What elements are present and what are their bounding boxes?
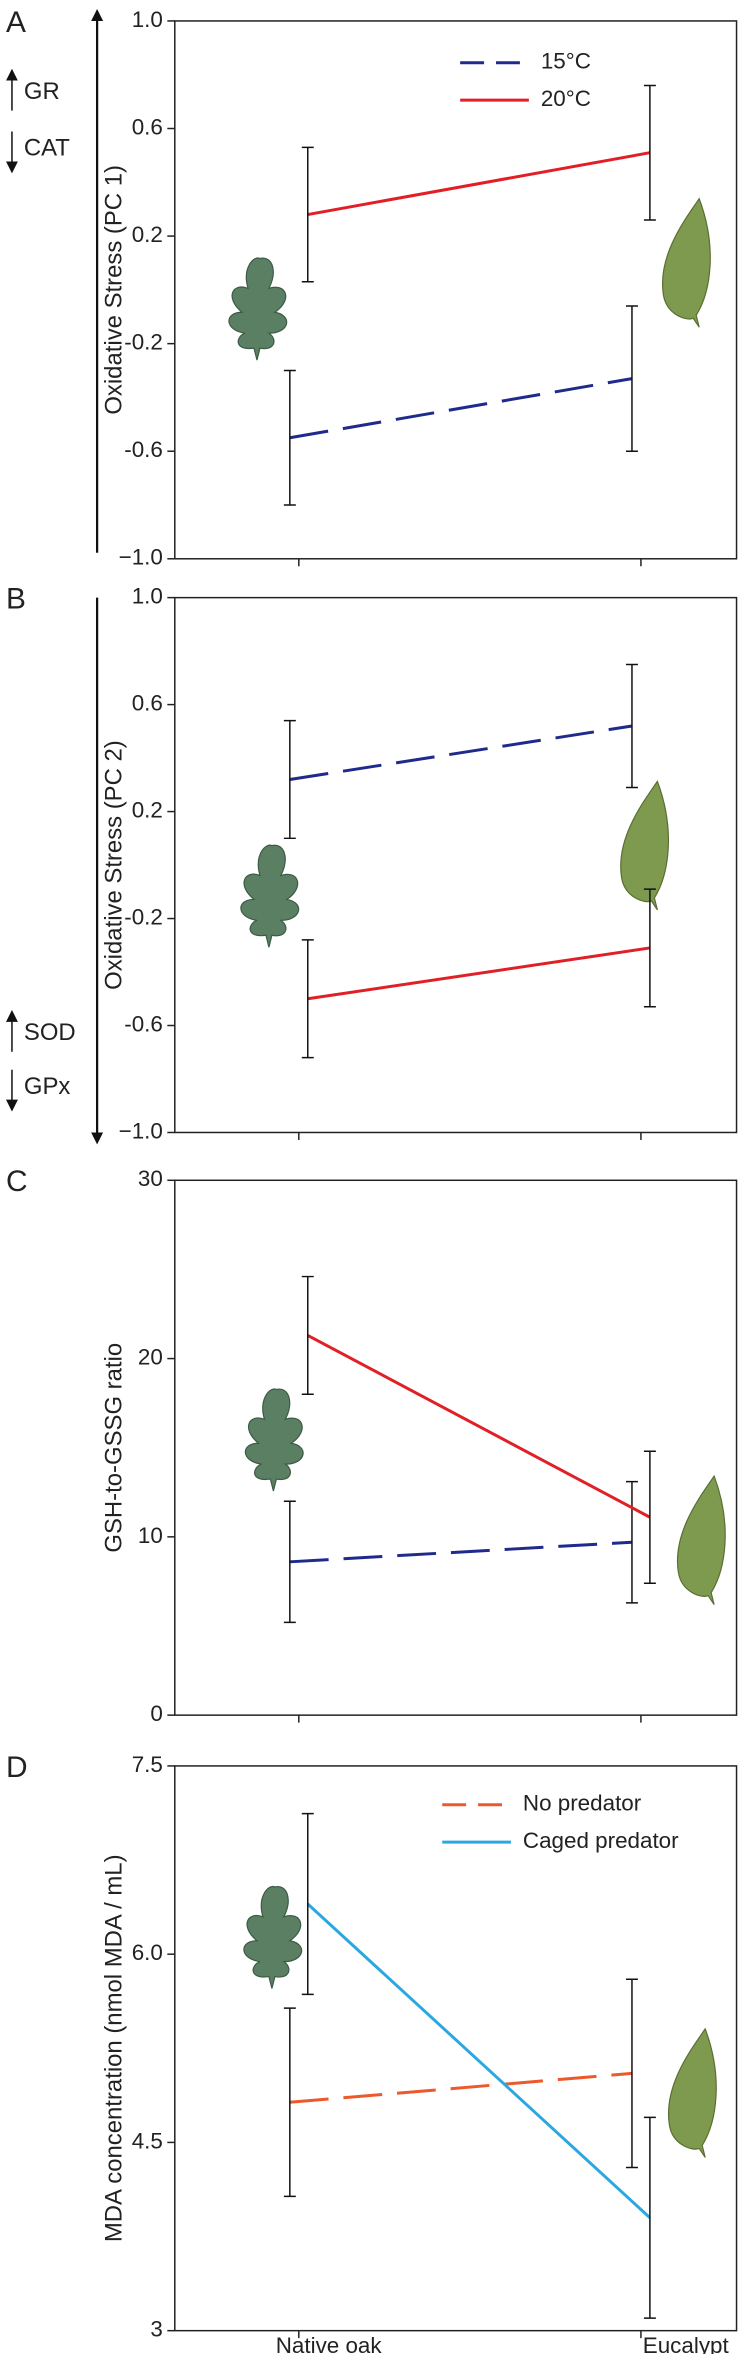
error-bar xyxy=(625,1480,638,1604)
error-bar xyxy=(625,1978,638,2169)
oak-leaf xyxy=(228,257,288,361)
y-tick-label: 7.5 xyxy=(132,1752,163,1777)
series-line xyxy=(306,1902,651,2219)
annotation: CAT xyxy=(24,135,70,162)
panel-label: A xyxy=(6,6,26,39)
series-line xyxy=(289,724,633,781)
plot-frame xyxy=(174,20,738,560)
y-axis-label: Oxidative Stress (PC 1) xyxy=(100,165,127,415)
y-axis-label: MDA concentration (nmol MDA / mL) xyxy=(100,1854,127,2242)
annotation: GR xyxy=(24,78,60,105)
oak-leaf xyxy=(244,1388,304,1492)
y-tick-label: -0.2 xyxy=(124,904,163,929)
oak-leaf xyxy=(243,1885,303,1989)
error-bar xyxy=(283,1500,296,1624)
y-tick-label: −1.0 xyxy=(119,545,163,570)
error-bar xyxy=(283,719,296,840)
error-bar xyxy=(301,1275,314,1395)
series-line xyxy=(289,377,633,440)
y-tick-label: 3 xyxy=(150,2317,162,2342)
y-tick-label: 0.6 xyxy=(132,691,163,716)
legend-label: No predator xyxy=(523,1791,642,1816)
error-bar xyxy=(643,84,656,221)
eucalypt-leaf xyxy=(661,197,711,328)
error-bar xyxy=(625,305,638,452)
plot-frame xyxy=(174,596,738,1134)
error-bar xyxy=(283,2007,296,2198)
plot-frame xyxy=(174,1179,738,1716)
error-bar xyxy=(643,1450,656,1584)
y-tick-label: -0.6 xyxy=(124,437,163,462)
panel-label: B xyxy=(6,583,26,616)
annotation: GPx xyxy=(24,1073,71,1100)
error-bar xyxy=(643,888,656,1008)
series-line xyxy=(307,151,651,217)
error-bar xyxy=(643,2116,656,2319)
legend-label: Caged predator xyxy=(523,1828,679,1853)
error-bar xyxy=(301,146,314,283)
y-tick-label: 6.0 xyxy=(132,1940,163,1965)
error-bar xyxy=(283,369,296,506)
y-axis-label: Oxidative Stress (PC 2) xyxy=(100,740,127,990)
y-tick-label: −1.0 xyxy=(119,1118,163,1143)
y-tick-label: 4.5 xyxy=(132,2128,163,2153)
y-tick-label: 20 xyxy=(138,1344,163,1369)
series-line xyxy=(289,1540,633,1564)
series-line xyxy=(289,2071,633,2104)
eucalypt-leaf xyxy=(676,1474,726,1605)
error-bar xyxy=(301,1812,314,1996)
series-line xyxy=(307,1334,651,1519)
y-tick-label: 0.2 xyxy=(132,797,163,822)
x-tick-label: Eucalypt xyxy=(643,2333,730,2354)
y-tick-label: 30 xyxy=(138,1166,163,1191)
x-tick-label: Native oak xyxy=(276,2333,383,2354)
series-line xyxy=(307,946,651,1001)
y-tick-label: -0.6 xyxy=(124,1011,163,1036)
panel-label: D xyxy=(6,1751,28,1784)
y-tick-label: -0.2 xyxy=(124,330,163,355)
y-tick-label: 10 xyxy=(138,1523,163,1548)
y-tick-label: 0.6 xyxy=(132,114,163,139)
y-tick-label: 0 xyxy=(150,1701,162,1726)
legend-label: 15°C xyxy=(541,49,591,74)
eucalypt-leaf xyxy=(620,780,669,911)
plot-frame xyxy=(174,1765,738,2332)
panel-label: C xyxy=(6,1165,28,1198)
error-bar xyxy=(301,939,314,1059)
legend-label: 20°C xyxy=(541,86,591,111)
y-tick-label: 1.0 xyxy=(132,7,163,32)
error-bar xyxy=(625,663,638,789)
eucalypt-leaf xyxy=(667,2027,717,2158)
annotation: SOD xyxy=(24,1019,76,1046)
y-tick-label: 1.0 xyxy=(132,584,163,609)
oak-leaf xyxy=(240,844,300,948)
y-tick-label: 0.2 xyxy=(132,222,163,247)
y-axis-label: GSH-to-GSSG ratio xyxy=(100,1343,127,1553)
